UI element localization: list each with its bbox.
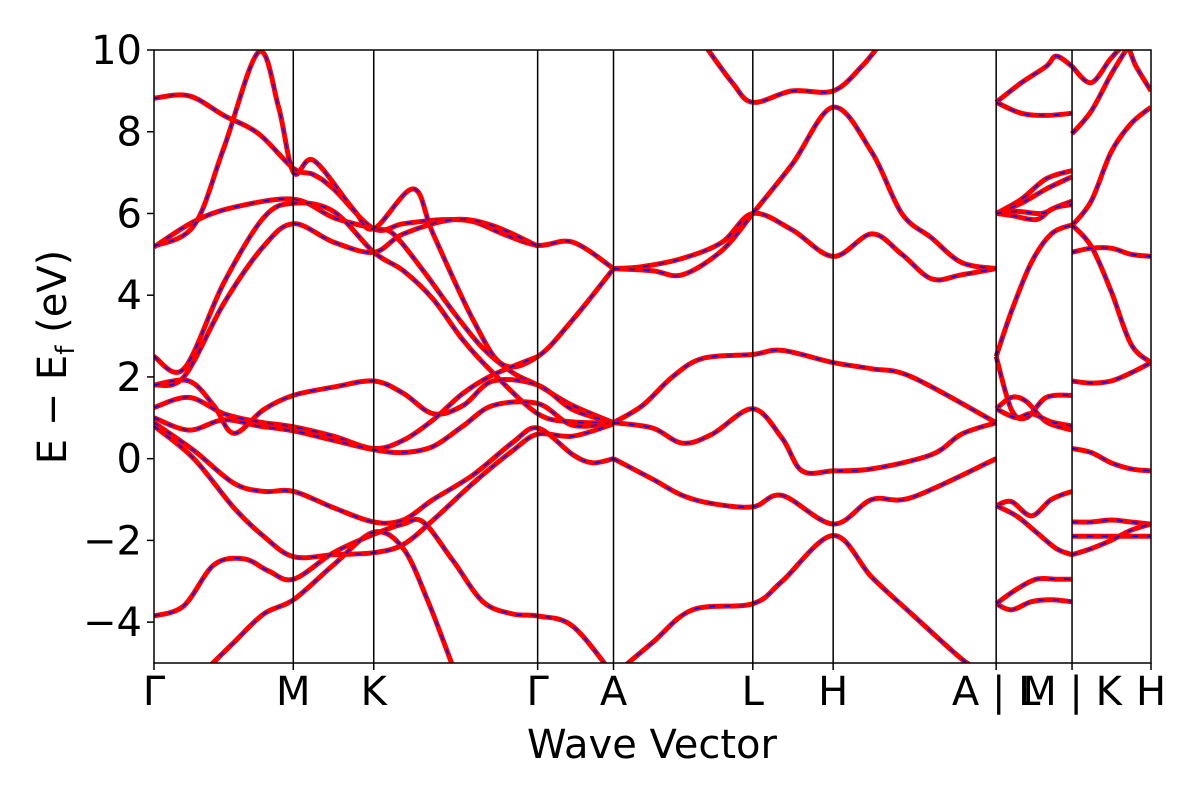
band-line-dash-36 <box>1071 224 1151 364</box>
band-line-25 <box>993 355 1073 422</box>
x-tick-label: Γ <box>143 669 166 715</box>
band-line-dash-31 <box>995 598 1073 611</box>
band-line-40 <box>1071 517 1151 527</box>
y-tick-label: −2 <box>83 518 142 564</box>
band-line-10 <box>154 516 608 663</box>
x-tick-label: M | K <box>1022 669 1123 715</box>
band-line-31 <box>995 597 1073 613</box>
band-line-dash-33 <box>1071 50 1127 135</box>
band-line-0 <box>154 92 616 271</box>
y-tick-label: 2 <box>117 355 142 401</box>
band-line-37 <box>1071 245 1151 259</box>
band-line-dash-7 <box>154 400 614 454</box>
y-axis-label-unit: (eV) <box>30 250 76 346</box>
band-line-17 <box>624 533 972 663</box>
band-line-28 <box>993 222 1074 358</box>
bands-layer <box>154 50 1151 663</box>
x-tick-label: K <box>361 669 389 715</box>
band-line-dash-17 <box>626 534 969 663</box>
band-line-42 <box>1071 521 1151 558</box>
x-ticks: Γ M K Γ A L H A | LM | K H <box>143 663 1166 715</box>
band-line-35 <box>1070 50 1151 93</box>
band-line-dash-30 <box>995 504 1073 556</box>
y-ticks: −4 −2 0 2 4 6 8 10 <box>83 28 154 646</box>
band-line-dash-28 <box>995 224 1073 357</box>
band-line-13 <box>613 104 997 279</box>
y-tick-label: 0 <box>117 437 142 483</box>
band-line-dash-26 <box>995 396 1073 431</box>
band-line-dash-16 <box>613 457 997 525</box>
y-axis-label: E − Ef (eV) <box>30 250 81 465</box>
band-line-20 <box>995 100 1073 118</box>
band-line-dash-34 <box>1071 106 1151 227</box>
band-line-dash-40 <box>1071 519 1151 525</box>
band-line-dash-11 <box>211 530 453 663</box>
band-line-dash-18 <box>707 50 877 104</box>
band-line-16 <box>612 456 998 527</box>
band-line-3 <box>154 200 614 426</box>
band-line-8 <box>154 420 615 526</box>
band-line-19 <box>994 53 1074 105</box>
x-tick-label: L <box>742 669 765 715</box>
band-line-15 <box>613 406 997 476</box>
band-line-dash-24 <box>996 203 1073 215</box>
band-line-dash-21 <box>995 169 1073 215</box>
x-tick-label: H <box>818 669 848 715</box>
band-line-dash-4 <box>154 218 539 387</box>
y-tick-label: 4 <box>117 273 142 319</box>
x-tick-label: Γ <box>526 669 549 715</box>
kpoint-lines <box>292 50 1073 663</box>
band-line-18 <box>705 50 879 105</box>
band-line-dash-32 <box>995 577 1072 605</box>
y-tick-label: 8 <box>117 110 142 156</box>
band-line-12 <box>613 210 997 283</box>
band-line-dash-13 <box>613 106 997 277</box>
x-tick-label: H <box>1136 669 1166 715</box>
band-line-dash-8 <box>154 422 614 525</box>
x-tick-label: A <box>600 669 628 715</box>
band-line-dash-19 <box>995 55 1073 103</box>
plot-frame <box>153 49 1152 664</box>
band-line-dash-14 <box>613 349 997 424</box>
y-axis-label-subscript: f <box>51 345 81 355</box>
band-line-34 <box>1070 105 1151 228</box>
band-line-7 <box>154 399 614 456</box>
band-line-dash-9 <box>154 423 614 559</box>
x-tick-label: M <box>276 669 311 715</box>
y-axis-label-main: E − E <box>30 355 76 465</box>
y-tick-label: 6 <box>117 191 142 237</box>
band-line-29 <box>995 489 1073 519</box>
band-line-dash-27 <box>995 408 1073 427</box>
band-line-39 <box>1071 446 1151 474</box>
band-line-14 <box>612 347 998 425</box>
x-axis-label: Wave Vector <box>527 722 778 768</box>
y-tick-label: 10 <box>91 28 142 74</box>
band-line-22 <box>995 174 1074 216</box>
band-line-38 <box>1071 360 1151 386</box>
x-tick-label: A | L <box>952 669 1041 715</box>
y-tick-label: −4 <box>83 600 142 646</box>
band-line-9 <box>154 421 615 561</box>
